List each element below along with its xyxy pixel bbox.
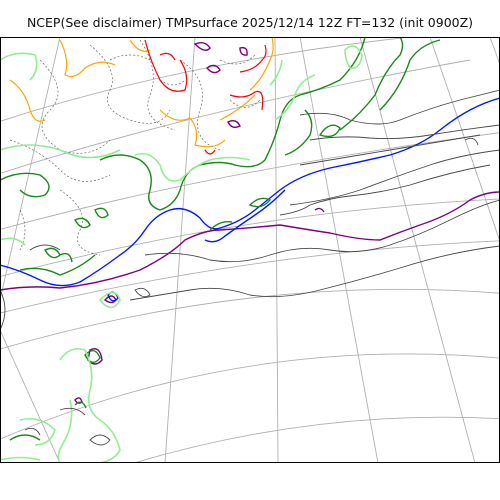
map-panel [0, 37, 500, 463]
graticule [0, 37, 500, 463]
meridian-line [359, 37, 476, 463]
parallel-line [0, 288, 500, 350]
map-title: NCEP(See disclaimer) TMPsurface 2025/12/… [26, 15, 474, 30]
parallel-line [0, 132, 500, 230]
cold-isotherms-dotted [9, 39, 261, 256]
isotherm-blue [0, 97, 500, 302]
meridian-line [429, 37, 500, 243]
parallel-line [0, 240, 500, 314]
parallel-line [0, 353, 500, 440]
isotherm-red [144, 39, 267, 155]
parallel-line [132, 416, 500, 463]
meridian-line [0, 37, 61, 301]
parallel-line [0, 198, 500, 278]
isotherm-dark-green [0, 37, 441, 441]
parallel-line [0, 59, 471, 174]
meridian-line [0, 329, 61, 463]
meridian-line [489, 37, 500, 66]
temperature-map [0, 37, 500, 463]
meridian-line [274, 37, 279, 463]
meridian-line [164, 37, 196, 463]
isotherm-light-green [0, 45, 363, 463]
isotherm-gray [0, 89, 500, 446]
isotherm-orange [9, 37, 274, 148]
meridian-line [299, 37, 379, 463]
